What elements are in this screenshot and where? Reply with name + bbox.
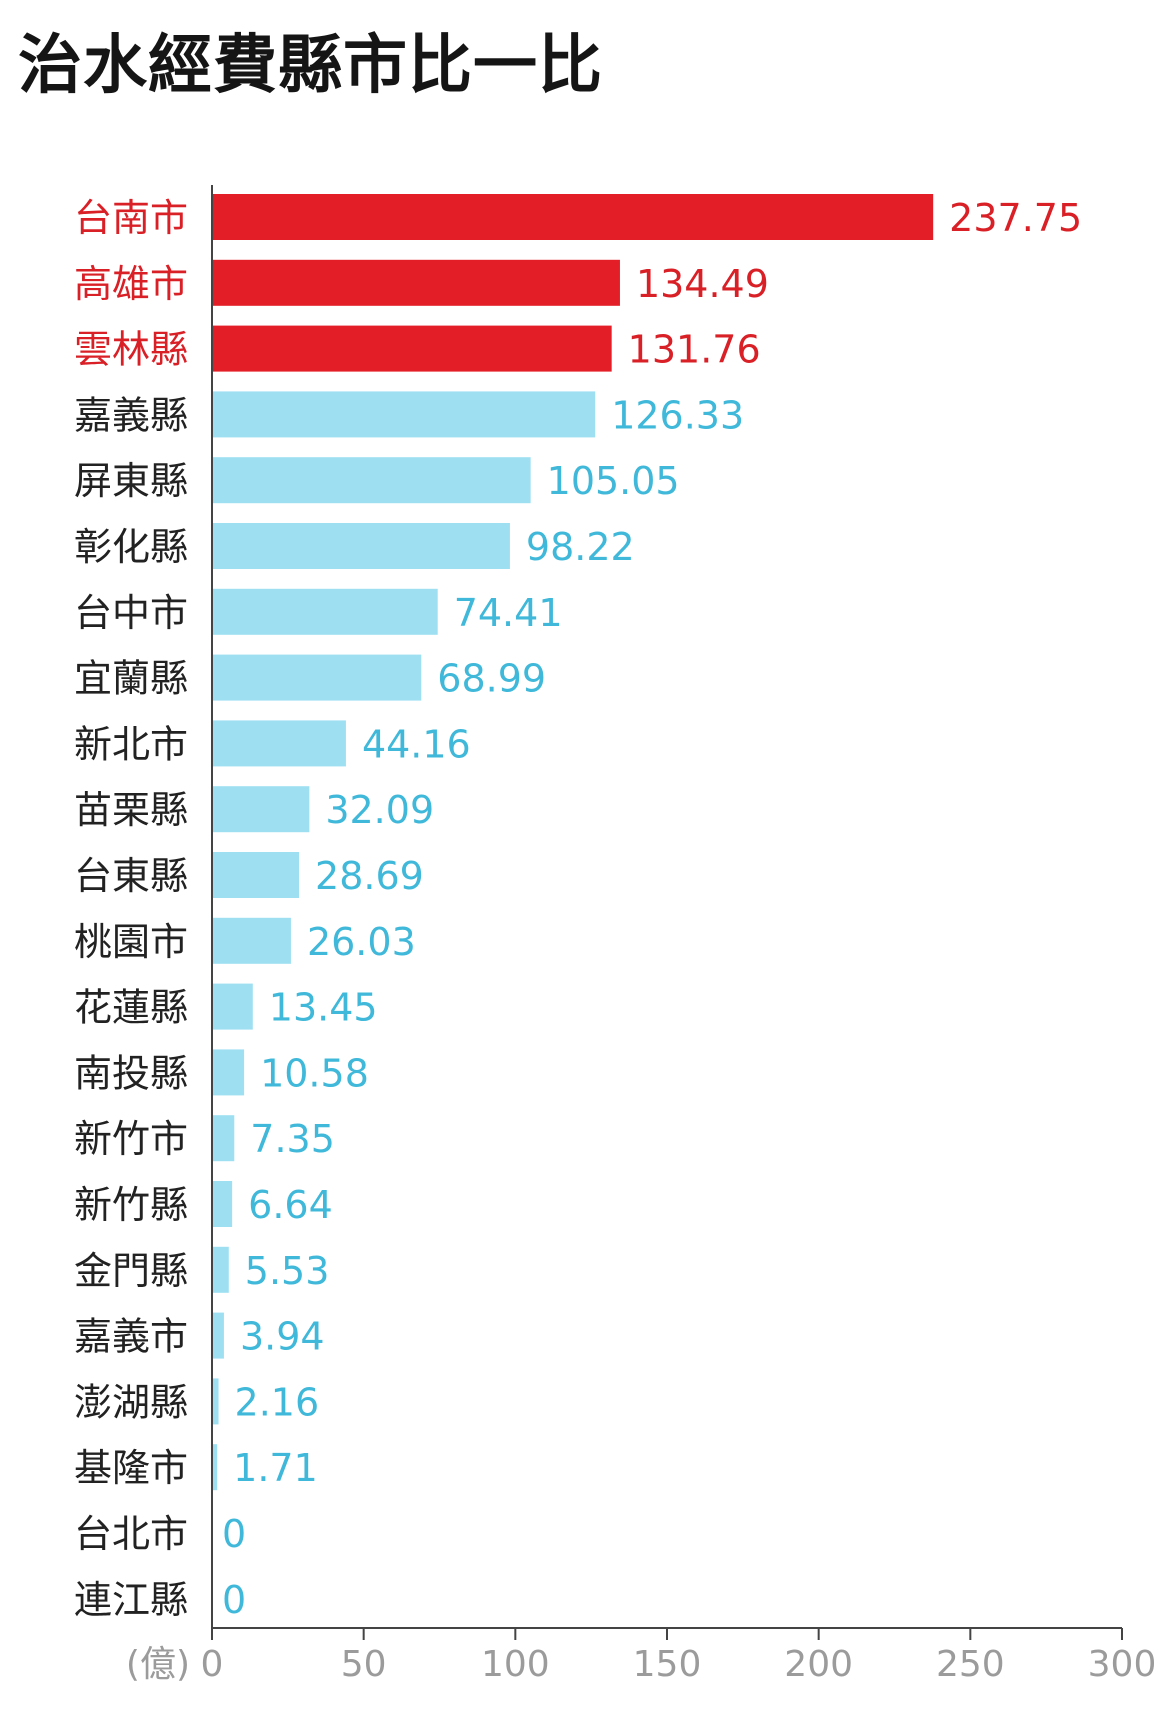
x-tick-label: 150	[633, 1644, 702, 1685]
bar-基隆市	[212, 1444, 218, 1491]
bar-宜蘭縣	[212, 654, 422, 701]
bar-高雄市	[212, 259, 620, 306]
bar-澎湖縣	[212, 1378, 219, 1425]
x-tick-label: 250	[936, 1644, 1005, 1685]
category-label: 連江縣	[74, 1578, 188, 1622]
value-label: 10.58	[260, 1051, 369, 1095]
bar-金門縣	[212, 1246, 229, 1293]
value-label: 5.53	[245, 1249, 330, 1293]
category-label: 澎湖縣	[74, 1380, 188, 1424]
category-label: 新竹市	[74, 1117, 188, 1161]
value-label: 6.64	[248, 1183, 333, 1227]
bar-花蓮縣	[212, 983, 253, 1030]
value-label: 98.22	[526, 525, 635, 569]
bar-新竹市	[212, 1115, 235, 1162]
value-label: 0	[222, 1578, 246, 1622]
bar-嘉義縣	[212, 391, 596, 438]
value-label: 131.76	[628, 328, 761, 372]
category-label: 台東縣	[74, 854, 188, 898]
value-label: 2.16	[235, 1380, 320, 1424]
bar-新北市	[212, 720, 346, 767]
category-label: 金門縣	[74, 1249, 188, 1293]
value-label: 44.16	[362, 722, 471, 766]
unit-label: (億)	[126, 1644, 190, 1685]
value-label: 26.03	[307, 920, 416, 964]
category-label: 台中市	[74, 591, 188, 635]
x-tick-label: 50	[341, 1644, 387, 1685]
category-label: 宜蘭縣	[74, 657, 188, 701]
x-tick-label: 300	[1088, 1644, 1157, 1685]
chart-title: 治水經費縣市比一比	[18, 29, 603, 103]
x-tick-label: 200	[784, 1644, 853, 1685]
bar-屏東縣	[212, 457, 531, 504]
value-label: 0	[222, 1512, 246, 1556]
x-tick-label: 100	[481, 1644, 550, 1685]
category-label: 高雄市	[74, 262, 188, 306]
bar-台東縣	[212, 852, 300, 898]
value-label: 105.05	[547, 459, 680, 503]
category-label: 嘉義市	[74, 1315, 188, 1359]
category-label: 桃園市	[74, 920, 188, 964]
value-label: 28.69	[315, 854, 424, 898]
category-label: 嘉義縣	[74, 393, 188, 437]
value-label: 13.45	[269, 986, 378, 1030]
value-label: 7.35	[250, 1117, 335, 1161]
x-tick-label: 0	[201, 1644, 224, 1685]
bars-layer	[212, 194, 934, 1491]
axis-layer: 0 50 100 150 200 250 300 (億)	[126, 185, 1156, 1685]
labels-layer: 台南市 237.75 高雄市 134.49 雲林縣 131.76 嘉義縣 126.33 屏東縣 1…	[74, 196, 1082, 1622]
bar-台南市	[212, 194, 934, 240]
category-label: 彰化縣	[74, 525, 188, 569]
bar-苗栗縣	[212, 786, 310, 833]
category-label: 花蓮縣	[74, 986, 188, 1030]
value-label: 3.94	[240, 1315, 325, 1359]
category-label: 台北市	[74, 1512, 188, 1556]
value-label: 1.71	[233, 1446, 318, 1490]
value-label: 68.99	[437, 657, 546, 701]
category-label: 新北市	[74, 722, 188, 766]
value-label: 237.75	[949, 196, 1082, 240]
value-label: 74.41	[454, 591, 563, 635]
value-label: 126.33	[611, 393, 744, 437]
category-label: 新竹縣	[74, 1183, 188, 1227]
bar-桃園市	[212, 917, 291, 964]
bar-雲林縣	[212, 325, 612, 372]
category-label: 屏東縣	[74, 459, 188, 503]
category-label: 基隆市	[74, 1446, 188, 1490]
bar-台中市	[212, 588, 438, 635]
category-label: 雲林縣	[74, 328, 188, 372]
bar-嘉義市	[212, 1312, 224, 1359]
bar-南投縣	[212, 1049, 245, 1096]
value-label: 32.09	[325, 788, 434, 832]
category-label: 南投縣	[74, 1051, 188, 1095]
category-label: 苗栗縣	[74, 788, 188, 832]
category-label: 台南市	[74, 196, 188, 240]
bar-新竹縣	[212, 1181, 233, 1227]
bar-彰化縣	[212, 523, 510, 569]
value-label: 134.49	[636, 262, 769, 306]
